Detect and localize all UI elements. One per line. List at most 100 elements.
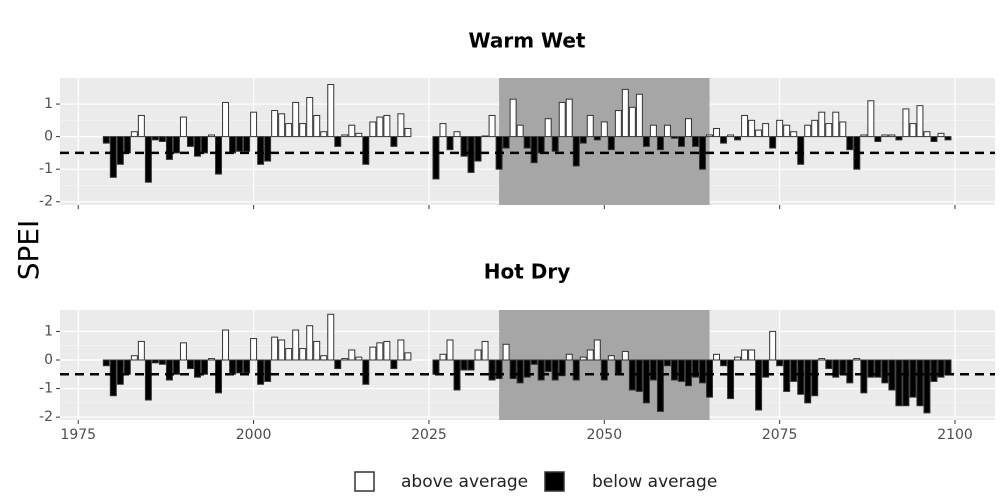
- bar: [867, 359, 875, 378]
- bar: [677, 136, 685, 147]
- bar: [495, 359, 503, 380]
- bar: [544, 359, 552, 372]
- bar: [467, 136, 475, 173]
- bar: [874, 359, 882, 378]
- bar: [593, 136, 601, 141]
- x-tick-label: 2050: [586, 427, 622, 443]
- bar: [699, 136, 706, 170]
- bar: [544, 118, 552, 138]
- bar: [229, 136, 237, 154]
- bar: [741, 349, 749, 361]
- bar: [797, 136, 805, 165]
- bar: [236, 136, 244, 152]
- y-axis-label: SPEI: [12, 220, 45, 281]
- bar: [600, 121, 608, 138]
- bar: [383, 340, 391, 361]
- bar: [699, 359, 706, 384]
- bar: [369, 346, 377, 361]
- y-tick-label: -1: [39, 381, 53, 397]
- bar: [663, 359, 671, 367]
- bar: [327, 313, 335, 361]
- bar: [130, 355, 138, 361]
- bar: [250, 338, 258, 361]
- bar: [222, 329, 230, 361]
- bar: [649, 359, 657, 381]
- bar: [467, 359, 475, 371]
- bar: [748, 349, 756, 361]
- bar: [264, 359, 272, 382]
- x-tick-label: 2025: [411, 427, 447, 443]
- bar: [706, 359, 714, 398]
- bar: [537, 136, 545, 154]
- bar: [306, 97, 314, 138]
- bar: [692, 136, 699, 147]
- bar: [116, 359, 124, 385]
- bar: [937, 359, 945, 378]
- bar: [116, 136, 124, 165]
- x-tick-label: 2100: [937, 427, 973, 443]
- bar: [334, 359, 342, 370]
- bar: [642, 136, 650, 147]
- bar: [825, 123, 833, 138]
- bar: [572, 359, 580, 381]
- bar: [762, 359, 770, 378]
- bar: [944, 136, 952, 141]
- bar: [804, 359, 812, 404]
- bar: [229, 359, 237, 375]
- bar: [607, 136, 615, 151]
- bar: [509, 98, 517, 138]
- bar: [250, 111, 258, 138]
- bar: [193, 359, 201, 378]
- bar: [404, 352, 412, 361]
- bar: [446, 136, 454, 151]
- bar: [109, 136, 117, 178]
- bar: [607, 355, 615, 361]
- bar: [628, 106, 636, 138]
- bar: [839, 121, 847, 138]
- bar: [453, 131, 461, 138]
- bar: [285, 348, 293, 361]
- bar: [320, 131, 328, 138]
- bar: [523, 359, 531, 378]
- bar: [713, 127, 721, 138]
- bar: [734, 356, 742, 361]
- bar: [846, 359, 854, 384]
- bar: [720, 136, 728, 144]
- bar: [243, 136, 251, 152]
- bar: [860, 134, 868, 138]
- bar: [201, 359, 208, 375]
- bar: [313, 340, 321, 361]
- bar: [271, 336, 279, 361]
- bar: [285, 123, 293, 138]
- bar: [102, 136, 110, 144]
- bar: [144, 136, 152, 183]
- bar: [790, 131, 798, 138]
- bar: [727, 359, 735, 400]
- bar: [208, 134, 215, 138]
- bar: [355, 356, 363, 361]
- bar: [670, 136, 678, 139]
- y-tick-label: 1: [44, 96, 53, 112]
- bar: [144, 359, 152, 401]
- bar: [923, 359, 931, 414]
- bar: [551, 136, 559, 152]
- bar: [348, 349, 356, 361]
- y-tick-label: 0: [44, 129, 53, 145]
- bar: [642, 359, 650, 404]
- bar: [818, 111, 826, 138]
- bar: [193, 136, 201, 157]
- bar: [579, 136, 587, 144]
- bar: [565, 98, 573, 138]
- bar: [502, 136, 510, 149]
- bar: [811, 119, 819, 138]
- bar: [488, 114, 496, 138]
- chart-title: Warm Wet: [469, 29, 586, 53]
- bar: [881, 359, 889, 384]
- bar: [432, 359, 440, 375]
- bar: [313, 114, 321, 138]
- x-tick-label: 2075: [762, 427, 798, 443]
- bar: [881, 134, 889, 138]
- x-tick-label: 1975: [60, 427, 96, 443]
- bar: [916, 105, 924, 138]
